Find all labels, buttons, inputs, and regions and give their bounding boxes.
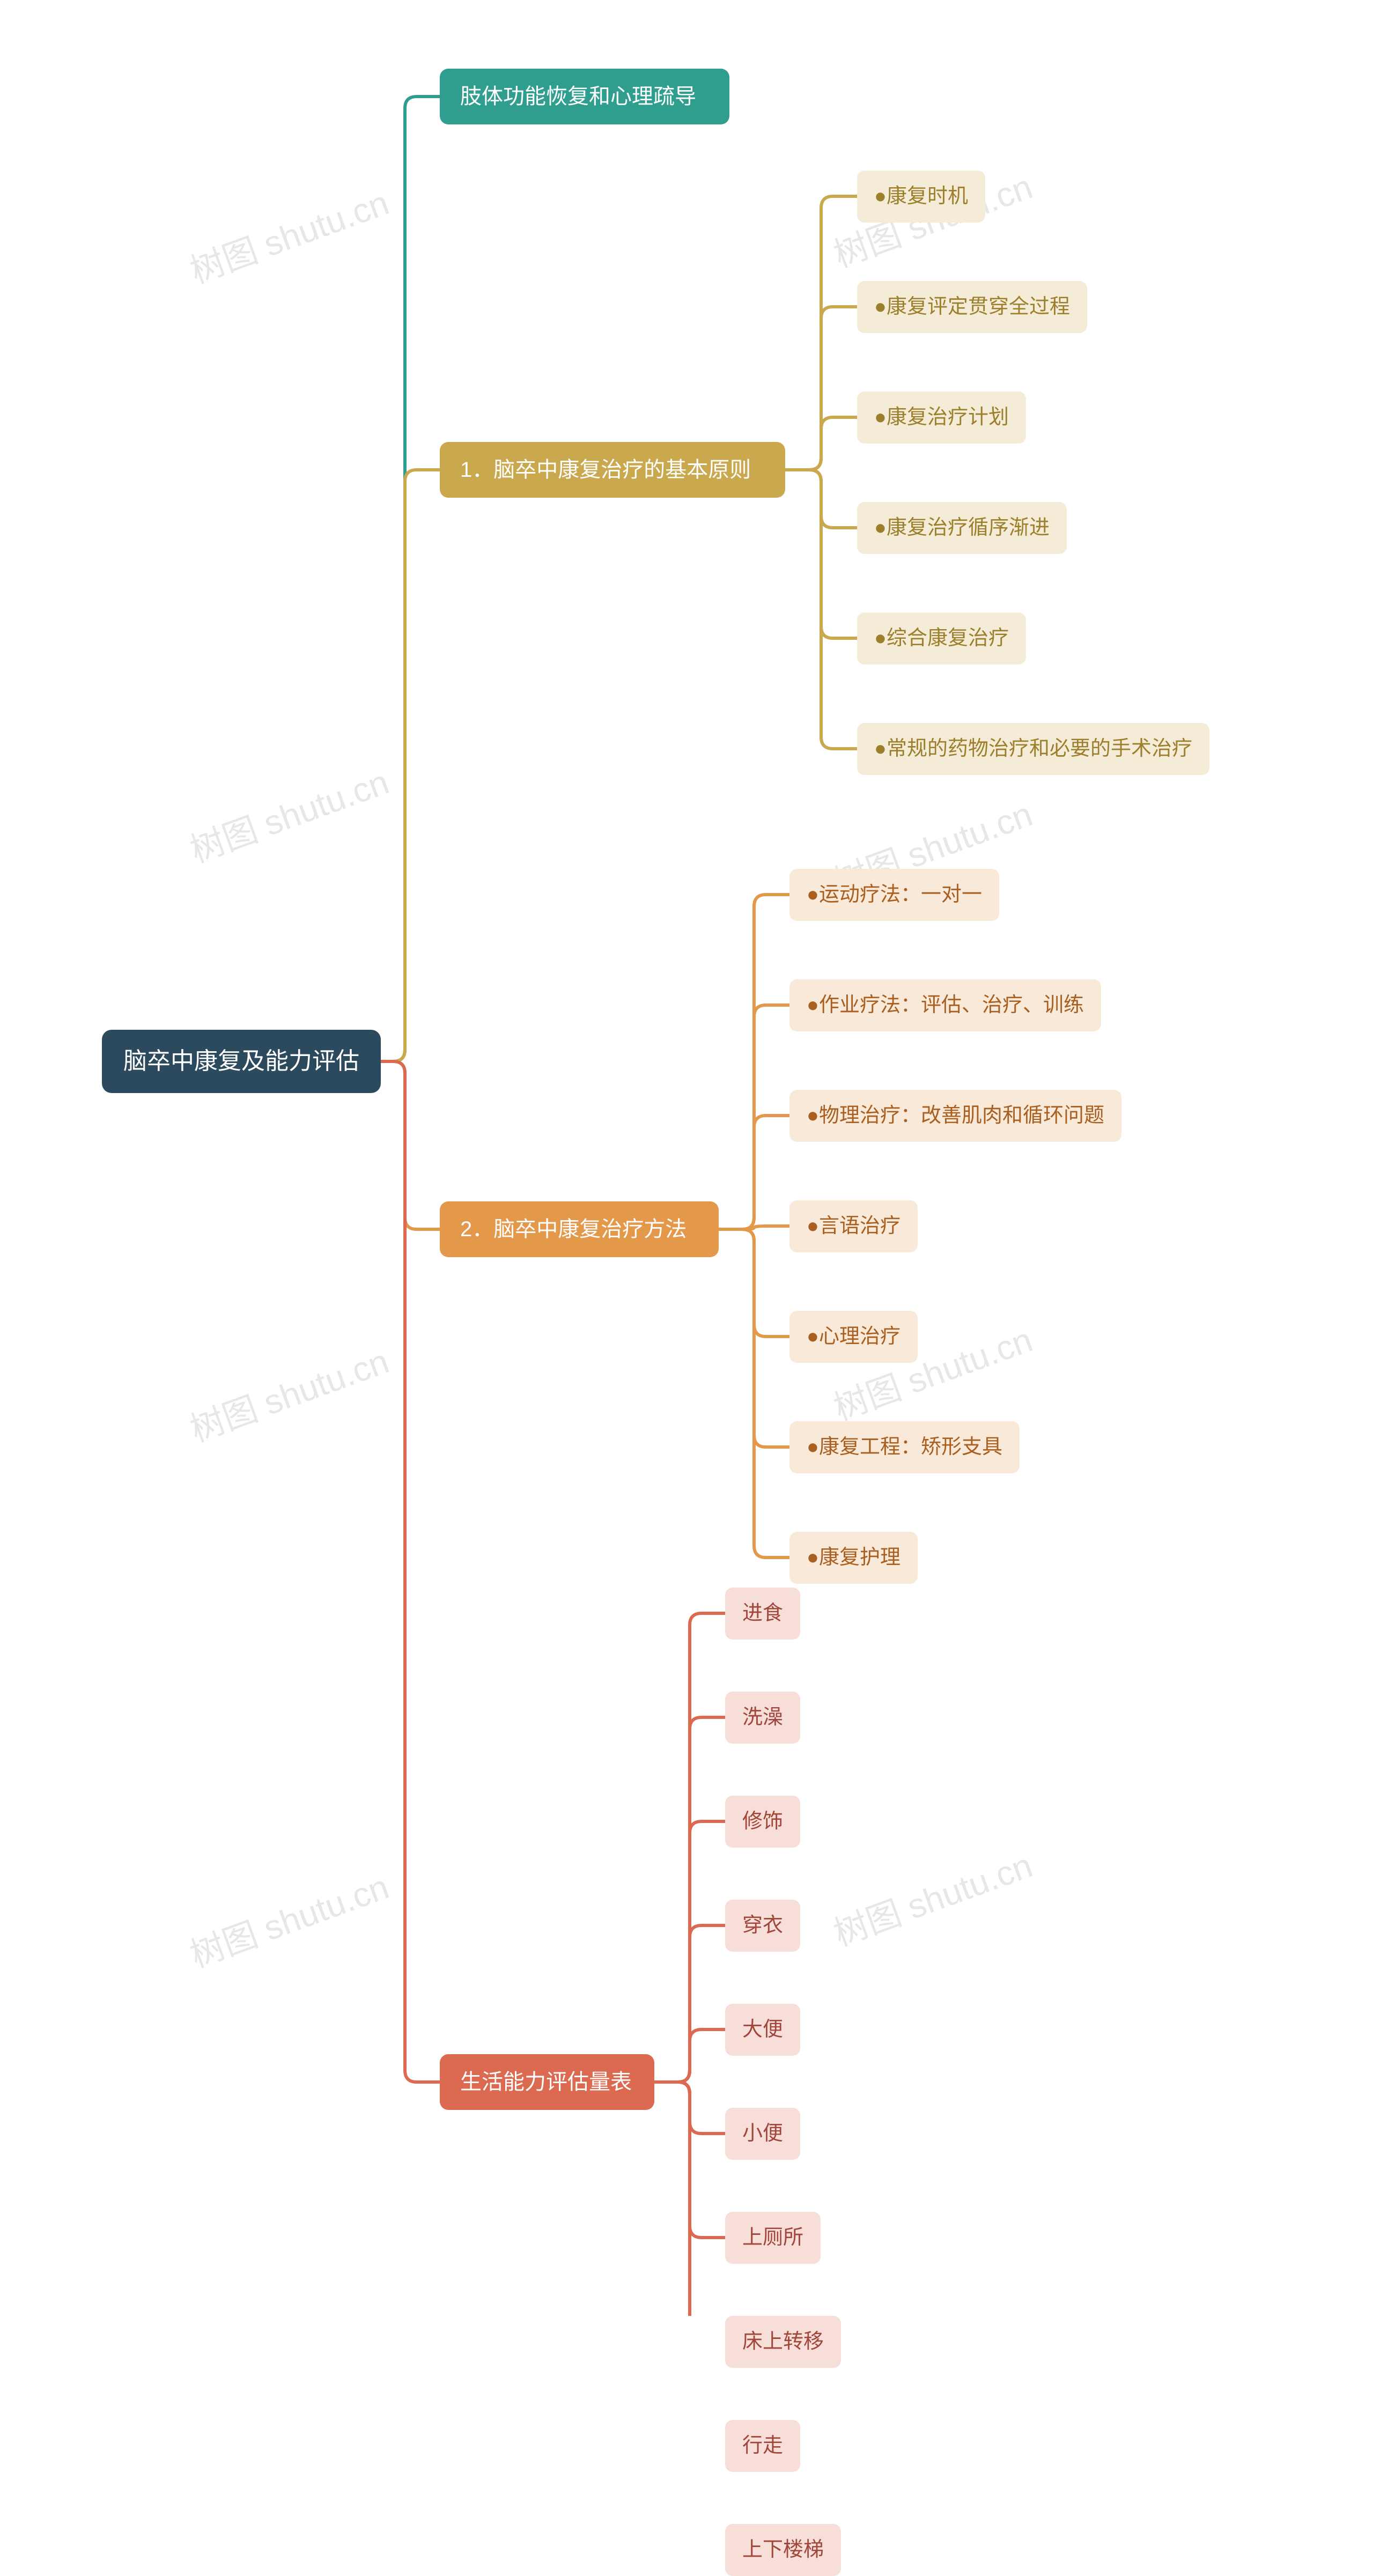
edge-branch-to-leaf <box>785 470 857 638</box>
edge-root-to-branch <box>370 97 440 1061</box>
watermark: 树图 shutu.cn <box>182 1334 395 1451</box>
edge-branch-to-leaf <box>785 307 857 470</box>
leaf-node[interactable]: 穿衣 <box>725 1900 800 1952</box>
branch-node[interactable]: 生活能力评估量表 <box>440 2054 654 2110</box>
leaf-node[interactable]: ●康复评定贯穿全过程 <box>857 281 1087 333</box>
edge-branch-to-leaf <box>785 417 857 470</box>
watermark: 树图 shutu.cn <box>826 1838 1038 1955</box>
leaf-node[interactable]: ●康复治疗计划 <box>857 392 1026 444</box>
leaf-node[interactable]: ●物理治疗：改善肌肉和循环问题 <box>789 1090 1121 1142</box>
root-node[interactable]: 脑卒中康复及能力评估 <box>102 1030 381 1093</box>
edge-branch-to-leaf <box>654 2082 725 2316</box>
edge-branch-to-leaf <box>719 1226 789 1229</box>
leaf-node[interactable]: ●康复治疗循序渐进 <box>857 502 1067 554</box>
branch-node[interactable]: 肢体功能恢复和心理疏导 <box>440 69 729 124</box>
leaf-node[interactable]: ●心理治疗 <box>789 1311 918 1363</box>
edge-branch-to-leaf <box>654 2082 725 2238</box>
edge-root-to-branch <box>370 470 440 1061</box>
leaf-node[interactable]: ●作业疗法：评估、治疗、训练 <box>789 979 1101 1031</box>
leaf-node[interactable]: 床上转移 <box>725 2316 841 2368</box>
edge-branch-to-leaf <box>785 196 857 470</box>
leaf-node[interactable]: 进食 <box>725 1588 800 1640</box>
edge-branch-to-leaf <box>654 1613 725 2082</box>
edge-branch-to-leaf <box>654 1925 725 2082</box>
leaf-node[interactable]: 小便 <box>725 2108 800 2160</box>
edge-root-to-branch <box>370 1061 440 2082</box>
leaf-node[interactable]: 大便 <box>725 2004 800 2056</box>
edge-branch-to-leaf <box>719 1229 789 1447</box>
leaf-node[interactable]: ●综合康复治疗 <box>857 612 1026 665</box>
leaf-node[interactable]: ●言语治疗 <box>789 1200 918 1252</box>
leaf-node[interactable]: 上厕所 <box>725 2212 821 2264</box>
leaf-node[interactable]: 上下楼梯 <box>725 2524 841 2576</box>
leaf-node[interactable]: ●常规的药物治疗和必要的手术治疗 <box>857 723 1209 775</box>
edge-branch-to-leaf <box>785 470 857 528</box>
leaf-node[interactable]: ●运动疗法：一对一 <box>789 869 999 921</box>
edge-branch-to-leaf <box>654 1717 725 2082</box>
edge-branch-to-leaf <box>654 2082 725 2316</box>
edge-branch-to-leaf <box>719 1229 789 1558</box>
edge-branch-to-leaf <box>719 1116 789 1229</box>
leaf-node[interactable]: 修饰 <box>725 1796 800 1848</box>
watermark: 树图 shutu.cn <box>182 755 395 872</box>
mindmap-canvas: 树图 shutu.cn 树图 shutu.cn 树图 shutu.cn 树图 shut… <box>0 0 1373 2316</box>
edge-branch-to-leaf <box>654 2082 725 2316</box>
branch-node[interactable]: 2．脑卒中康复治疗方法 <box>440 1201 719 1257</box>
leaf-node[interactable]: ●康复工程：矫形支具 <box>789 1421 1020 1473</box>
edge-branch-to-leaf <box>785 470 857 749</box>
leaf-node[interactable]: 洗澡 <box>725 1692 800 1744</box>
edge-layer <box>0 0 1373 2316</box>
watermark: 树图 shutu.cn <box>182 1859 395 1977</box>
watermark: 树图 shutu.cn <box>182 175 395 293</box>
edge-branch-to-leaf <box>719 1005 789 1229</box>
branch-node[interactable]: 1．脑卒中康复治疗的基本原则 <box>440 442 785 498</box>
edge-branch-to-leaf <box>654 1821 725 2082</box>
leaf-node[interactable]: 行走 <box>725 2420 800 2472</box>
edge-branch-to-leaf <box>719 895 789 1229</box>
edge-root-to-branch <box>370 1061 440 1229</box>
edge-branch-to-leaf <box>654 2029 725 2082</box>
edge-branch-to-leaf <box>654 2082 725 2134</box>
leaf-node[interactable]: ●康复护理 <box>789 1532 918 1584</box>
leaf-node[interactable]: ●康复时机 <box>857 171 985 223</box>
edge-branch-to-leaf <box>719 1229 789 1337</box>
